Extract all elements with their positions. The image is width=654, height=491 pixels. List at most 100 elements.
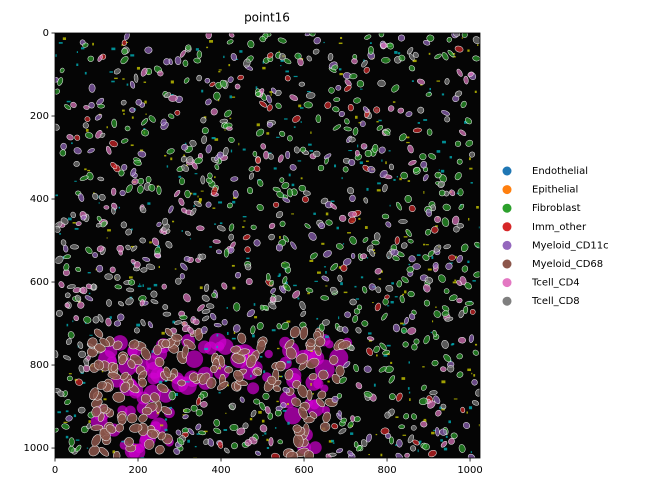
- cell: [441, 305, 450, 312]
- speckle: [279, 236, 281, 239]
- cell: [373, 232, 381, 241]
- cell: [137, 185, 144, 194]
- speckle: [343, 291, 348, 294]
- stain: [247, 382, 260, 395]
- speckle: [178, 175, 182, 178]
- cell: [332, 106, 340, 113]
- cell: [59, 67, 65, 74]
- cell: [73, 160, 80, 167]
- cell: [348, 136, 356, 143]
- speckle: [417, 122, 421, 124]
- cell: [243, 58, 251, 68]
- cell: [379, 169, 388, 178]
- cell: [465, 117, 472, 125]
- cell: [98, 446, 110, 457]
- cell: [226, 39, 234, 45]
- cell: [318, 222, 326, 229]
- speckle: [441, 93, 445, 96]
- speckle: [467, 49, 470, 52]
- cell: [285, 346, 297, 360]
- cell: [162, 311, 172, 317]
- cell: [242, 422, 249, 430]
- speckle: [88, 420, 91, 423]
- cell: [275, 89, 282, 97]
- speckle: [250, 374, 252, 378]
- speckle: [455, 255, 457, 259]
- cell: [139, 299, 145, 307]
- cell: [183, 77, 190, 84]
- cell: [66, 284, 76, 289]
- cell: [137, 150, 147, 158]
- speckle: [369, 42, 372, 45]
- speckle: [121, 440, 125, 443]
- stain: [325, 340, 334, 349]
- speckle: [428, 52, 431, 55]
- speckle: [395, 416, 399, 419]
- speckle: [267, 152, 272, 154]
- cell: [338, 428, 347, 435]
- speckle: [224, 129, 226, 131]
- cell: [196, 74, 202, 82]
- speckle: [227, 384, 229, 387]
- y-tick-label: 1000: [24, 443, 49, 454]
- cell: [384, 411, 391, 419]
- speckle: [355, 298, 360, 300]
- speckle: [286, 403, 290, 406]
- cell: [441, 339, 449, 349]
- cell: [105, 317, 112, 327]
- cell: [163, 92, 172, 99]
- speckle: [193, 192, 197, 196]
- cell: [373, 345, 380, 353]
- cell: [382, 129, 391, 136]
- cell: [160, 406, 172, 415]
- speckle: [214, 176, 216, 179]
- plot-frame: [54, 32, 481, 459]
- cell: [382, 184, 388, 193]
- speckle: [440, 169, 445, 173]
- cell: [312, 48, 320, 55]
- speckle: [402, 293, 404, 296]
- speckle: [376, 354, 378, 357]
- cell: [83, 105, 90, 110]
- speckle: [285, 70, 289, 73]
- speckle: [232, 286, 236, 290]
- speckle: [367, 257, 369, 259]
- cell: [302, 190, 311, 196]
- chart-title: point16: [244, 11, 290, 25]
- speckle: [427, 268, 432, 271]
- cell: [204, 283, 210, 292]
- speckle: [193, 205, 195, 207]
- speckle: [170, 379, 173, 382]
- cell: [435, 409, 442, 417]
- cell: [371, 239, 380, 246]
- x-tick-label: 0: [52, 465, 58, 476]
- cell: [444, 116, 451, 123]
- cell: [82, 122, 89, 129]
- cell: [246, 309, 255, 317]
- y-tick-label: 800: [30, 360, 49, 371]
- speckle: [396, 176, 399, 178]
- cell: [295, 353, 309, 365]
- speckle: [383, 354, 388, 357]
- speckle: [254, 316, 258, 319]
- legend-label: Tcell_CD4: [531, 278, 580, 289]
- cell: [328, 87, 335, 94]
- cell: [404, 195, 412, 203]
- speckle: [232, 200, 236, 204]
- cell: [113, 320, 122, 327]
- cell: [380, 427, 390, 435]
- speckle: [332, 442, 335, 444]
- cell: [310, 252, 318, 260]
- speckle: [84, 168, 87, 171]
- cell: [204, 77, 211, 84]
- speckle: [431, 256, 434, 259]
- cell: [293, 146, 300, 154]
- cell: [343, 258, 352, 266]
- x-tick-label: 1000: [457, 465, 482, 476]
- speckle: [218, 366, 221, 370]
- cell: [373, 106, 381, 114]
- cell: [335, 365, 345, 377]
- cell: [138, 413, 148, 423]
- cell: [298, 406, 308, 420]
- cell: [398, 219, 408, 224]
